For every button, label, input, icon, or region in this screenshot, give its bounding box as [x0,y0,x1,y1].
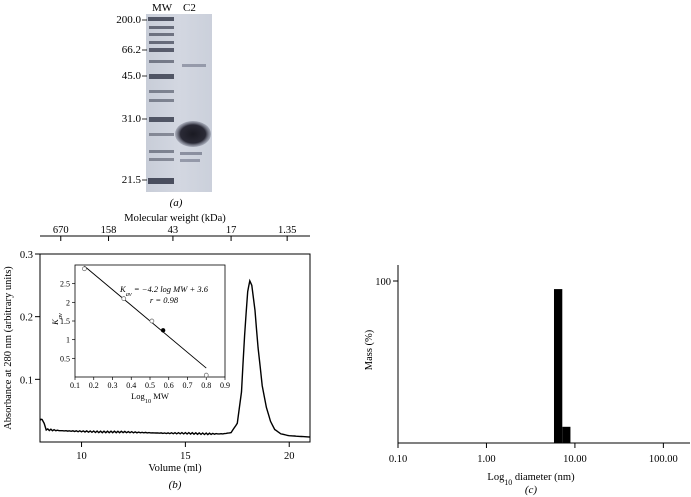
inset-x-tick-label: 0.4 [126,381,136,390]
c-x-tick-label: 0.10 [389,454,407,465]
marker-label-66: 66.2 [122,44,141,56]
inset-x-tick-label: 0.5 [145,381,155,390]
c-x-tick-label: 1.00 [477,454,495,465]
b-x-tick-label: 20 [284,451,295,462]
b-axis-ticks: 10 15 20 0.1 0.2 0.3 670 158 43 17 1.35 [20,225,310,462]
chromatogram-line [39,278,311,438]
inset-x-tick-label: 0.3 [108,381,118,390]
caption-c: (c) [525,484,538,496]
c-x-tick-label: 10.00 [563,454,587,465]
plot-frame-b [39,253,311,443]
inset-xlabel: Log10 MW [131,391,169,405]
inset-x-tick-label: 0.9 [220,381,230,390]
b-ylabel: Absorbance at 280 nm (arbitrary units) [3,266,14,430]
inset-point-standard [121,296,127,301]
b-top-tick-label: 158 [101,225,117,236]
marker-label-21: 21.5 [122,174,142,186]
inset-axis-ticks: 0.1 0.2 0.3 0.4 0.5 0.6 0.7 0.8 0.9 0.5 1 1.5 2 2.5 [60,280,230,390]
c-y-tick-label: 100 [375,277,391,288]
b-x-tick-label: 10 [76,451,87,462]
inset-x-tick-label: 0.1 [70,381,80,390]
inset-point-unknown [160,328,166,333]
gel-image [146,14,212,192]
b-top-axis-label: Molecular weight (kDa) [124,213,226,224]
inset-x-tick-label: 0.8 [201,381,211,390]
c-bar [553,289,563,443]
c-axis-ticks: 0.10 1.00 10.00 100.00 100 [375,277,678,465]
lane-header-c2: C2 [183,2,196,14]
inset-x-tick-label: 0.6 [164,381,174,390]
marker-label-200: 200.0 [116,14,141,26]
inset-y-tick-label: 0.5 [60,354,70,363]
inset-y-tick-label: 2 [66,298,70,307]
b-y-tick-label: 0.1 [20,375,33,386]
inset-chart: 0.1 0.2 0.3 0.4 0.5 0.6 0.7 0.8 0.90.511.522.5 K… [50,264,230,405]
b-top-tick-label: 670 [53,225,69,236]
b-xlabel: Volume (ml) [148,463,202,474]
marker-label-45: 45.0 [122,70,142,82]
panel-a-gel: MW C2 200.0 66. [116,2,212,209]
inset-r-annotation: r = 0.98 [150,295,179,305]
ladder-bands [148,17,174,184]
b-y-tick-label: 0.2 [20,313,33,324]
inset-point-standard [149,318,155,324]
inset-points [82,266,209,378]
b-top-tick-label: 1.35 [278,225,296,236]
c-x-tick-label: 100.00 [649,454,678,465]
inset-x-tick-label: 0.2 [89,381,99,390]
caption-a: (a) [170,197,183,209]
inset-x-tick-label: 0.7 [183,381,193,390]
c-ylabel: Mass (%) [364,329,375,370]
inset-fit-line [84,265,207,369]
c2-lane-bands [175,64,211,162]
b-top-tick-label: 17 [226,225,237,236]
b-y-tick-label: 0.3 [20,250,33,261]
inset-point-standard [82,266,87,272]
b-x-tick-label: 15 [180,451,191,462]
marker-label-31: 31.0 [122,113,142,125]
lane-header-mw: MW [152,2,173,14]
panel-b-chart: 10 15 20 0.1 0.2 0.3 670 158 43 17 1.35 Molecular … [3,213,311,491]
inset-y-tick-label: 1.5 [60,317,70,326]
c-bars [553,289,571,443]
inset-y-tick-label: 1 [66,336,70,345]
c-bar [562,426,571,443]
inset-point-standard [203,372,209,378]
b-top-tick-label: 43 [168,225,179,236]
caption-b: (b) [169,479,182,491]
inset-y-tick-label: 2.5 [60,280,70,289]
